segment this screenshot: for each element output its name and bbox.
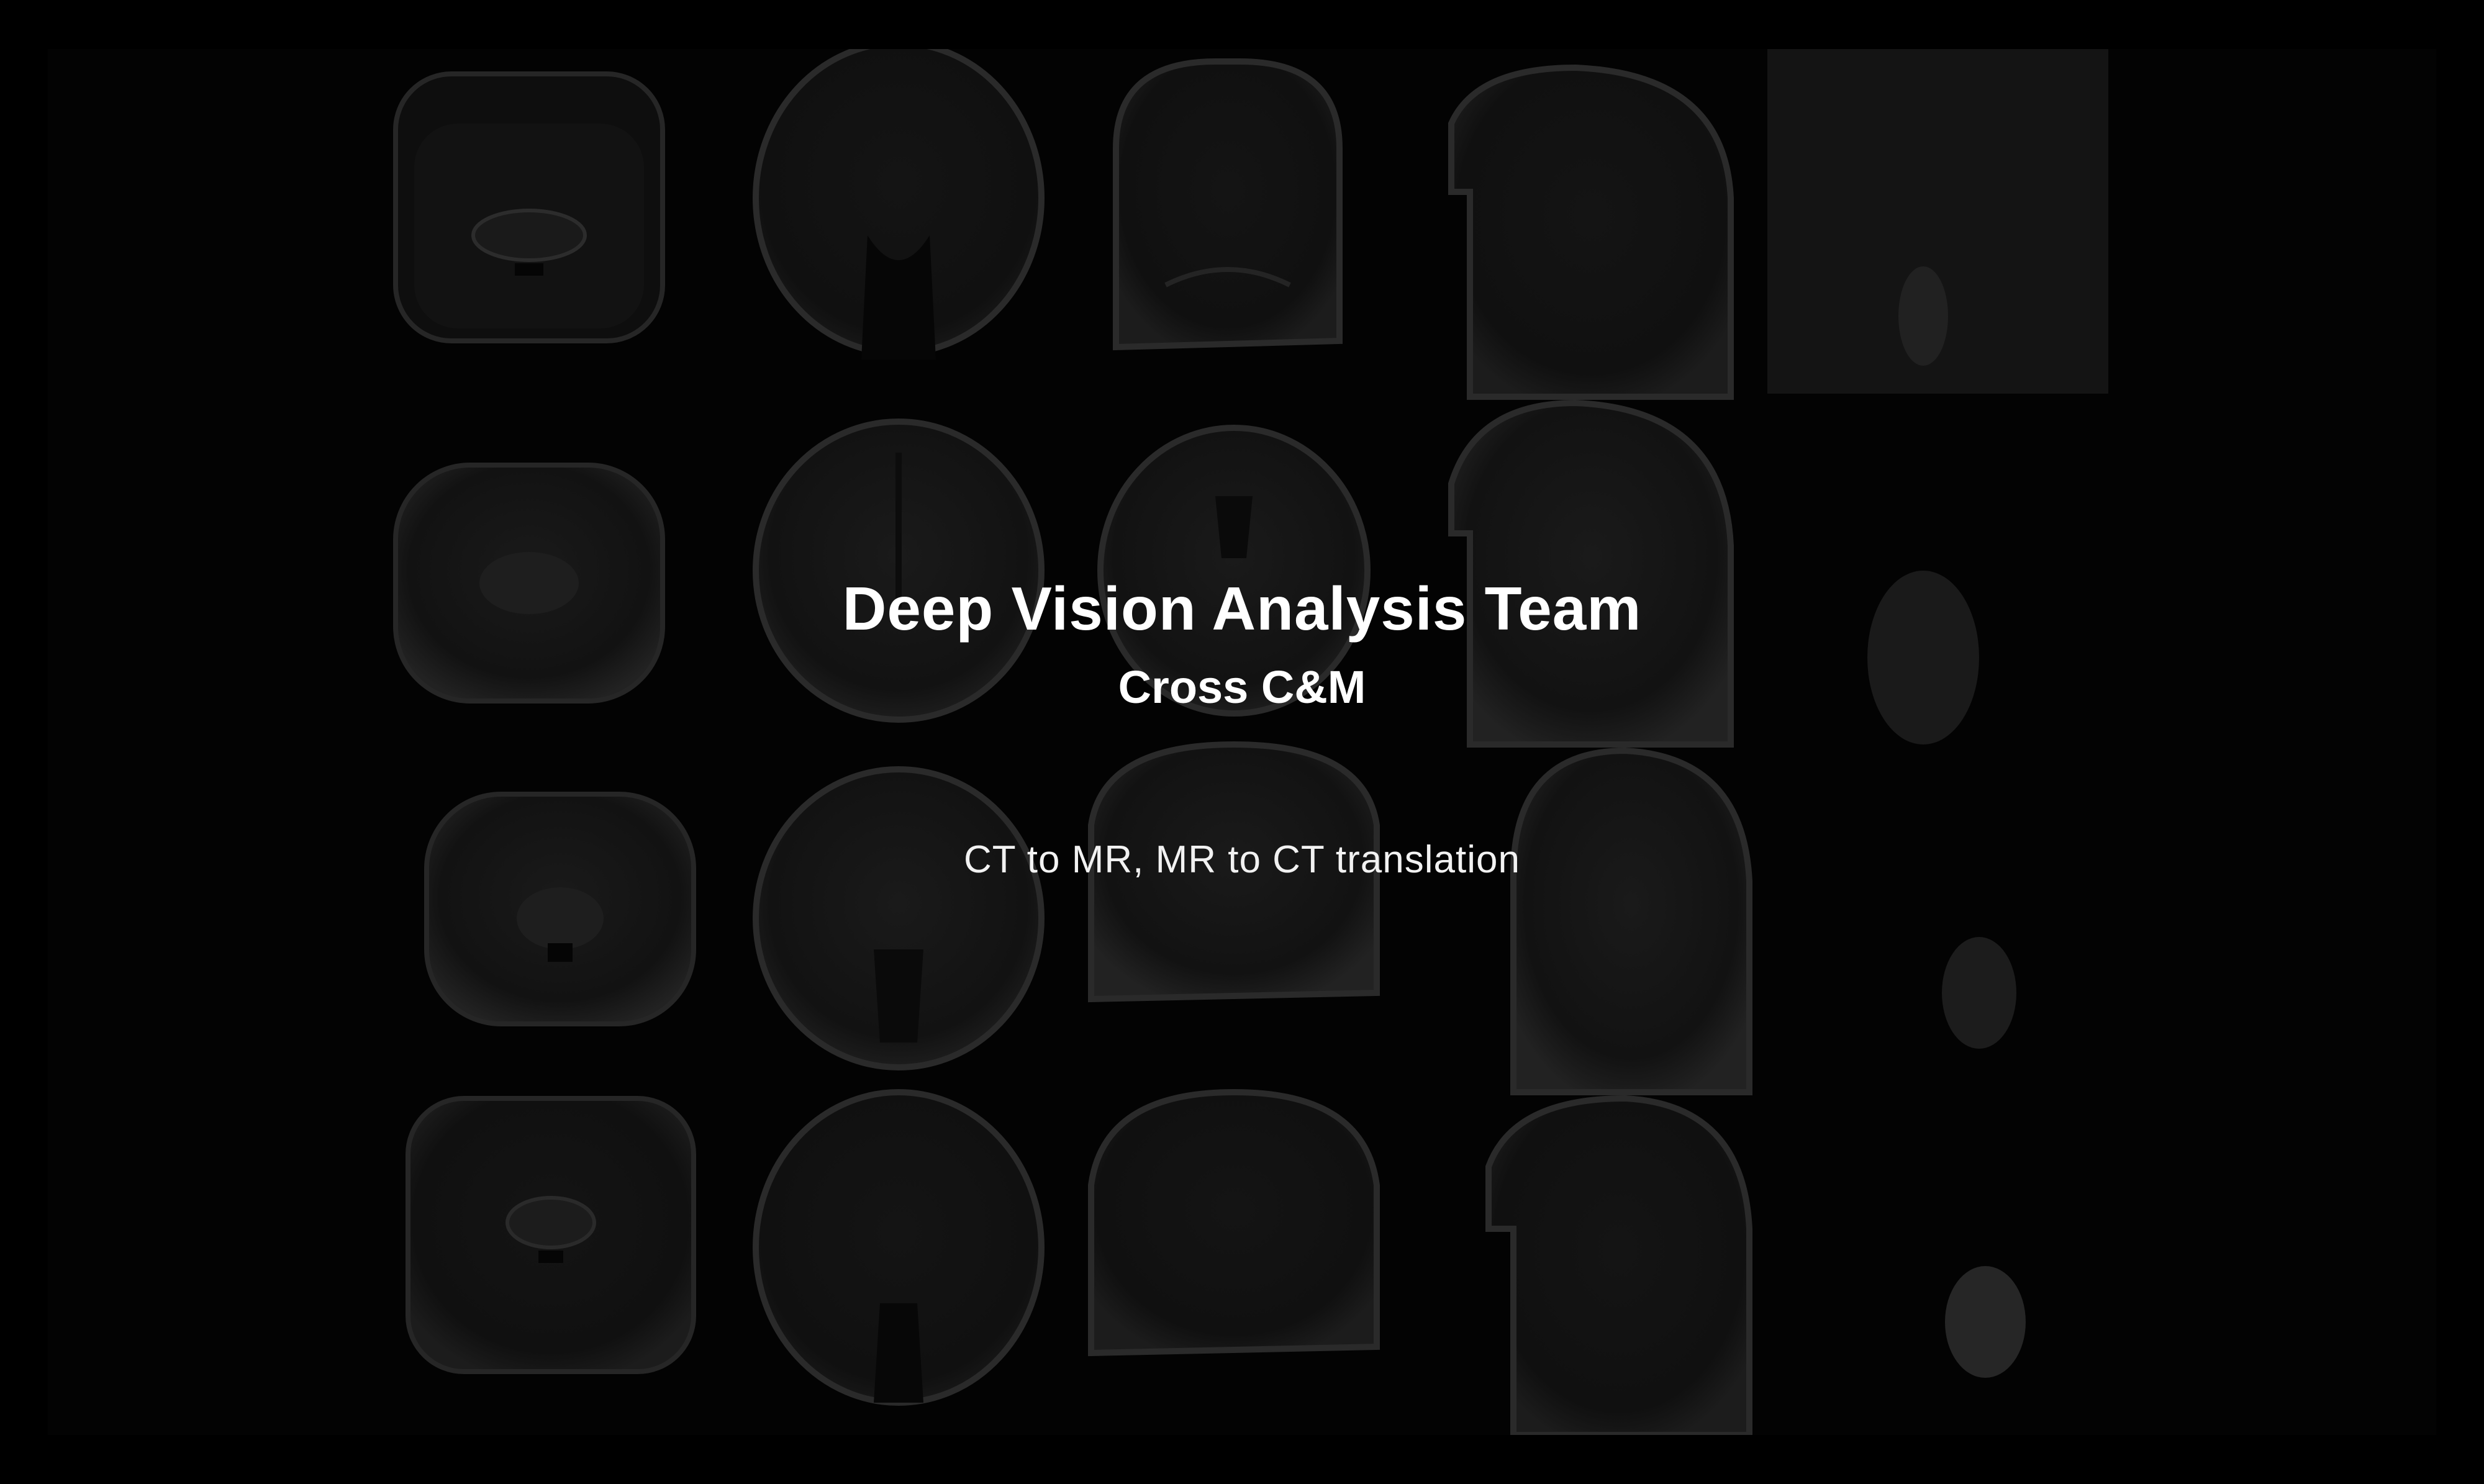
scan-row-ct-top — [396, 49, 2108, 397]
mr-mask-2 — [1942, 937, 2016, 1049]
slide-subtitle: Cross C&M — [48, 661, 2436, 713]
scan-background-grid — [48, 49, 2436, 1435]
slide-description: CT to MR, MR to CT translation — [48, 838, 2436, 882]
scan-row-mr-2 — [427, 744, 2016, 1092]
ct-mask-panel — [1767, 49, 2108, 394]
coronal-mr-scan-3 — [756, 769, 1041, 1067]
slide-title: Deep Vision Analysis Team — [48, 574, 2436, 644]
coronal-ct-scan-4 — [1091, 1092, 1377, 1353]
presentation-slide: Deep Vision Analysis Team Cross C&M CT t… — [48, 49, 2436, 1435]
sagittal-mr-scan-2 — [1513, 751, 1749, 1092]
scan-row-ct-bottom — [408, 1092, 2026, 1435]
axial-ct-scan — [396, 74, 663, 341]
coronal-ct-scan-1 — [756, 49, 1041, 360]
ct-mask-2 — [1945, 1266, 2026, 1378]
axial-ct-scan-2 — [408, 1098, 694, 1372]
sagittal-ct-scan-2 — [1489, 1098, 1749, 1435]
axial-mr-scan-2 — [427, 794, 694, 1024]
coronal-ct-scan-2 — [1116, 61, 1339, 347]
sagittal-ct-scan — [1451, 68, 1731, 397]
coronal-ct-scan-3 — [756, 1092, 1041, 1403]
